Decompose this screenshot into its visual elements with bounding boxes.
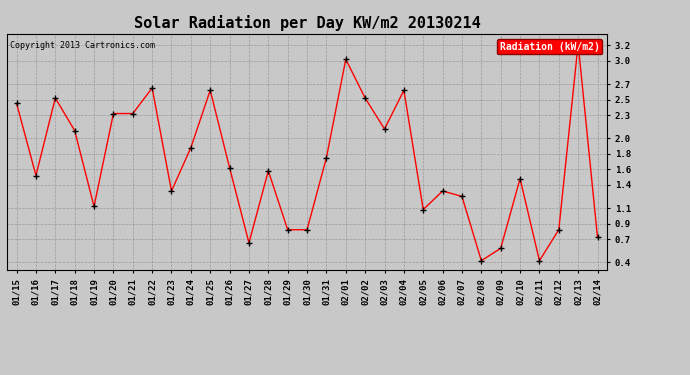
Title: Solar Radiation per Day KW/m2 20130214: Solar Radiation per Day KW/m2 20130214 (134, 15, 480, 31)
Legend: Radiation (kW/m2): Radiation (kW/m2) (497, 39, 602, 54)
Text: Copyright 2013 Cartronics.com: Copyright 2013 Cartronics.com (10, 41, 155, 50)
